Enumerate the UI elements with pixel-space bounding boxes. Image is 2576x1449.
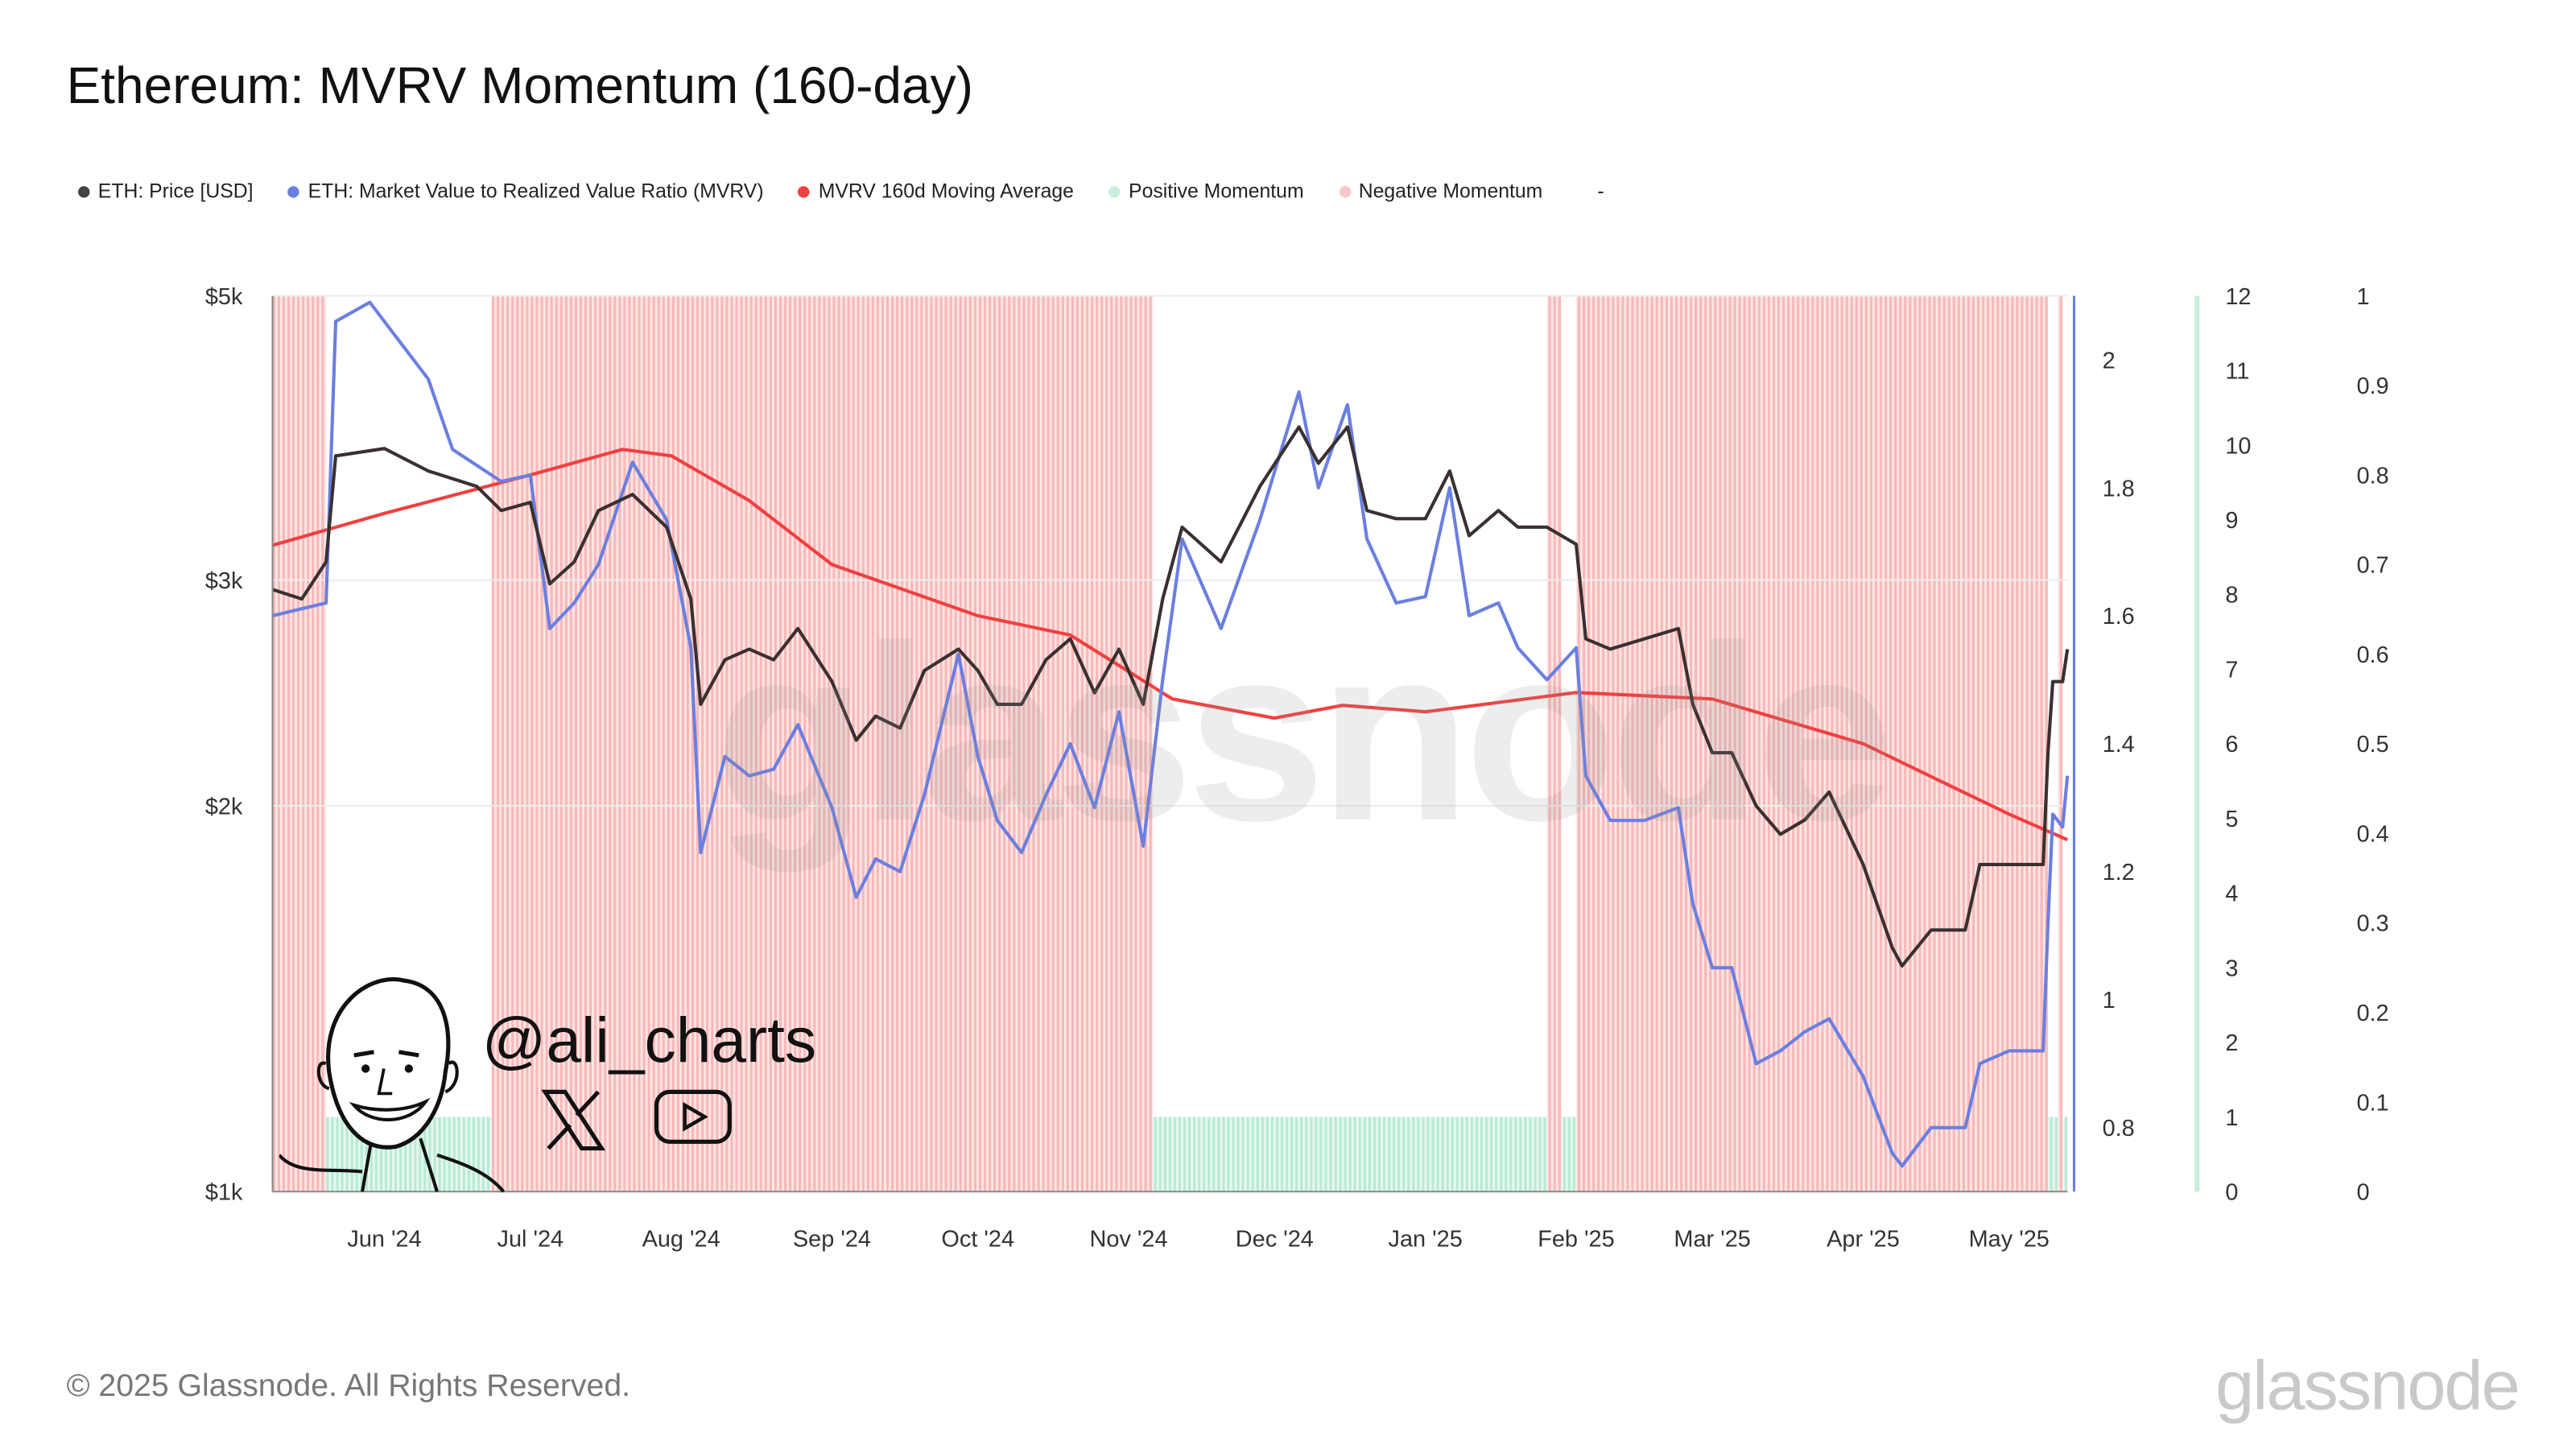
x-tick-label: May '25 <box>1969 1226 2050 1252</box>
glassnode-logo: glassnode <box>2215 1346 2520 1425</box>
x-tick-label: Nov '24 <box>1090 1226 1168 1252</box>
positive-axis-tick-label: 1 <box>2225 1105 2238 1131</box>
price-tick-label: $2k <box>205 794 243 819</box>
positive-axis-tick-label: 11 <box>2225 359 2249 385</box>
page-title: Ethereum: MVRV Momentum (160-day) <box>66 56 973 115</box>
legend-label: Positive Momentum <box>1129 179 1304 203</box>
x-tick-label: Dec '24 <box>1236 1226 1314 1252</box>
negative-axis-tick-label: 0 <box>2356 1180 2369 1206</box>
x-tick-label: Sep '24 <box>793 1226 871 1252</box>
mvrv-tick-label: 2 <box>2103 348 2116 374</box>
negative-axis-tick-label: 0.4 <box>2356 821 2388 847</box>
legend-item-mvrv[interactable]: ETH: Market Value to Realized Value Rati… <box>287 179 764 203</box>
positive-axis-tick-label: 3 <box>2225 956 2238 981</box>
negative-axis-tick-label: 0.7 <box>2356 553 2388 579</box>
mvrv-tick-label: 1.6 <box>2103 604 2135 630</box>
social-links <box>540 1088 733 1151</box>
positive-axis-tick-label: 0 <box>2225 1180 2238 1206</box>
positive-axis-tick-label: 2 <box>2225 1030 2238 1056</box>
legend-item-negative[interactable]: Negative Momentum <box>1338 179 1543 203</box>
price-tick-label: $1k <box>205 1180 243 1206</box>
x-tick-label: Jan '25 <box>1389 1226 1463 1252</box>
positive-axis-tick-label: 7 <box>2225 657 2238 683</box>
legend-dot <box>1338 185 1351 197</box>
mvrv-moving-average-line <box>272 448 2069 842</box>
negative-axis-tick-label: 0.1 <box>2356 1090 2388 1116</box>
author-handle: @ali_charts <box>481 1007 817 1077</box>
positive-momentum-band <box>1561 1117 1576 1192</box>
legend-dot <box>287 185 300 197</box>
positive-axis-tick-label: 9 <box>2225 508 2238 534</box>
mvrv-tick-label: 0.8 <box>2103 1116 2135 1141</box>
legend-dot <box>78 185 90 197</box>
negative-axis-tick-label: 1 <box>2356 284 2369 310</box>
positive-momentum-band <box>1153 1117 1547 1192</box>
positive-axis-tick-label: 8 <box>2225 583 2238 609</box>
negative-axis-tick-label: 0.6 <box>2356 642 2388 668</box>
price-tick-label: $3k <box>205 568 243 594</box>
x-tick-label: Apr '25 <box>1827 1226 1900 1252</box>
legend-item-positive[interactable]: Positive Momentum <box>1108 179 1304 203</box>
negative-momentum-band <box>1546 295 1562 1192</box>
x-tick-label: Jul '24 <box>497 1226 564 1252</box>
mvrv-tick-label: 1 <box>2103 988 2116 1013</box>
negative-axis-tick-label: 0.8 <box>2356 463 2388 489</box>
legend: ETH: Price [USD] ETH: Market Value to Re… <box>78 180 1639 203</box>
legend-dot <box>1108 185 1121 197</box>
legend-label: Negative Momentum <box>1358 179 1543 203</box>
author-avatar <box>279 977 506 1193</box>
positive-momentum-band <box>2062 1117 2068 1192</box>
positive-axis-tick-label: 6 <box>2225 732 2238 758</box>
positive-axis-tick-label: 12 <box>2225 284 2251 310</box>
negative-axis-tick-label: 0.9 <box>2356 374 2388 399</box>
legend-item-ma[interactable]: MVRV 160d Moving Average <box>798 179 1074 203</box>
price-line <box>271 425 2070 968</box>
positive-axis-tick-label: 4 <box>2225 881 2238 907</box>
x-logo-icon[interactable] <box>540 1088 607 1151</box>
x-tick-label: Mar '25 <box>1674 1226 1750 1252</box>
mvrv-tick-label: 1.2 <box>2103 860 2135 886</box>
x-tick-label: Oct '24 <box>941 1226 1014 1252</box>
mvrv-tick-label: 1.8 <box>2103 476 2135 502</box>
x-tick-label: Feb '25 <box>1538 1226 1614 1252</box>
positive-momentum-band <box>2048 1117 2058 1192</box>
x-tick-label: Jun '24 <box>347 1226 421 1252</box>
negative-axis-tick-label: 0.2 <box>2356 1001 2388 1026</box>
legend-item-extra[interactable]: - <box>1597 180 1604 203</box>
positive-axis-tick-label: 10 <box>2225 433 2251 459</box>
x-tick-label: Aug '24 <box>642 1226 720 1252</box>
positive-axis-tick-label: 5 <box>2225 807 2238 832</box>
negative-axis-tick-label: 0.5 <box>2356 732 2388 758</box>
negative-momentum-band <box>2058 295 2063 1192</box>
legend-label: - <box>1597 179 1604 203</box>
legend-dot <box>798 185 811 197</box>
legend-item-price[interactable]: ETH: Price [USD] <box>78 180 254 203</box>
copyright: © 2025 Glassnode. All Rights Reserved. <box>66 1369 631 1405</box>
youtube-icon[interactable] <box>653 1088 733 1145</box>
legend-label: MVRV 160d Moving Average <box>818 179 1074 203</box>
watermark: glassnode <box>714 593 1895 873</box>
mvrv-tick-label: 1.4 <box>2103 732 2135 758</box>
negative-momentum-band <box>491 295 1154 1192</box>
negative-momentum-band <box>272 295 327 1192</box>
negative-momentum-band <box>1575 295 2049 1192</box>
legend-label: ETH: Market Value to Realized Value Rati… <box>308 179 764 203</box>
legend-label: ETH: Price [USD] <box>97 179 254 203</box>
mvrv-line <box>272 300 2070 1168</box>
negative-axis-tick-label: 0.3 <box>2356 911 2388 937</box>
price-tick-label: $5k <box>205 284 243 310</box>
